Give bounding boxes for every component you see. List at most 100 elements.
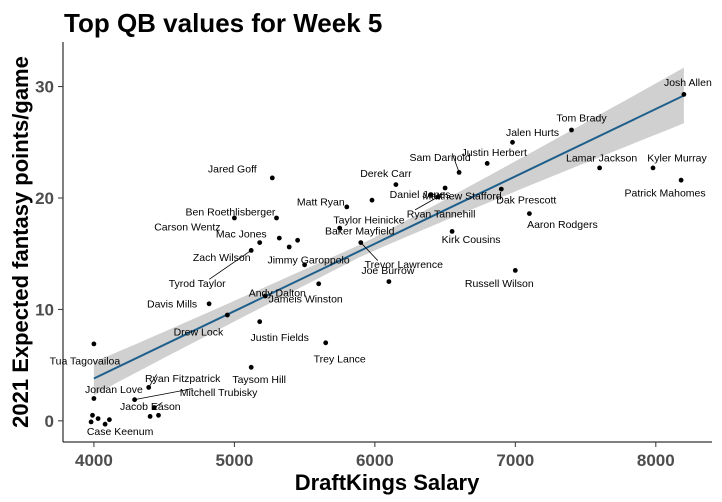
point-label: Justin Herbert	[462, 147, 527, 159]
point-label: Mac Jones	[216, 229, 267, 241]
point-label: Matt Ryan	[297, 196, 345, 208]
data-point	[147, 414, 153, 419]
data-point	[91, 341, 97, 347]
point-label: Mitchell Trubisky	[180, 387, 258, 399]
data-point	[650, 165, 656, 171]
point-label: Trevor Lawrence	[365, 259, 444, 271]
y-tick-label: 30	[35, 78, 54, 97]
data-point	[393, 182, 399, 188]
data-point	[274, 215, 279, 221]
point-label: Ryan Tannehill	[407, 208, 476, 220]
data-point	[262, 293, 268, 299]
point-label: Joe Burrow	[361, 265, 415, 277]
point-label: Jalen Hurts	[506, 127, 559, 139]
x-axis-ticks: 4000 5000 6000 7000 8000	[75, 442, 675, 470]
label-leader-line	[360, 242, 379, 261]
point-label: Tyrod Taylor	[169, 278, 226, 290]
data-point	[386, 279, 392, 284]
point-label: Taylor Heinicke	[333, 215, 404, 227]
x-axis-title: DraftKings Salary	[295, 470, 480, 495]
point-label: Derek Carr	[360, 168, 412, 180]
labels-layer: Josh Allen Tom Brady Kyler Murray Patrick M…	[50, 77, 712, 438]
point-label: Jacob Eason	[120, 401, 181, 413]
point-label: Kyler Murray	[647, 152, 707, 164]
x-tick-label: 8000	[637, 451, 675, 470]
point-label: Jimmy Garoppolo	[267, 254, 349, 266]
point-label: Jared Goff	[208, 163, 257, 175]
label-leader-line	[148, 374, 158, 388]
data-point	[510, 139, 515, 145]
data-point	[344, 204, 350, 210]
data-point	[88, 419, 94, 425]
data-point	[449, 229, 455, 234]
data-point	[337, 225, 343, 231]
point-label: Zach Wilson	[193, 252, 251, 264]
data-point	[295, 237, 300, 243]
point-label: Josh Allen	[664, 77, 712, 89]
data-point	[456, 170, 462, 175]
data-point	[91, 396, 97, 401]
points-layer	[88, 92, 687, 427]
data-point	[369, 197, 375, 203]
point-label: Case Keenum	[87, 426, 154, 438]
point-label: Carson Wentz	[154, 222, 220, 234]
data-point	[107, 417, 112, 423]
label-leader-line	[134, 388, 193, 401]
data-point	[257, 240, 263, 246]
point-label: Tom Brady	[556, 113, 607, 125]
point-label: Dak Prescott	[496, 195, 556, 207]
y-tick-label: 0	[45, 412, 54, 431]
point-label: Trey Lance	[314, 353, 366, 365]
data-point	[442, 185, 448, 191]
data-point	[484, 161, 490, 166]
data-point	[269, 175, 275, 181]
y-tick-label: 10	[35, 300, 54, 319]
point-label: Ryan Fitzpatrick	[145, 373, 221, 385]
data-point	[90, 412, 95, 418]
label-leader-line	[154, 402, 163, 408]
data-point	[498, 186, 504, 192]
point-label: Russell Wilson	[465, 278, 534, 290]
confidence-band	[93, 67, 684, 396]
label-leader-line	[414, 196, 439, 211]
data-point	[302, 262, 307, 268]
data-point	[512, 268, 518, 273]
x-tick-label: 6000	[356, 451, 394, 470]
data-point	[316, 281, 322, 287]
y-tick-label: 20	[35, 189, 54, 208]
data-point	[527, 211, 532, 217]
point-label: Sam Darnold	[409, 152, 470, 164]
data-point	[569, 127, 574, 133]
data-point	[225, 312, 230, 318]
point-label: Andy Dalton	[249, 288, 306, 300]
point-label: Kirk Cousins	[442, 234, 501, 246]
y-axis-title: 2021 Expected fantasy points/game	[8, 56, 33, 428]
point-label: Lamar Jackson	[566, 152, 637, 164]
data-point	[156, 412, 161, 418]
point-label: Jameis Winston	[269, 293, 343, 305]
data-point	[248, 364, 254, 370]
point-label: Ben Roethlisberger	[186, 207, 276, 219]
data-point	[257, 319, 263, 325]
point-label: Baker Mayfield	[325, 226, 395, 238]
label-leader-line	[451, 153, 460, 173]
x-tick-label: 4000	[75, 451, 113, 470]
trend-line	[93, 94, 685, 380]
point-label: Davis Mills	[147, 298, 197, 310]
point-label: Tua Tagovailoa	[50, 355, 121, 367]
x-tick-label: 7000	[496, 451, 534, 470]
chart-title: Top QB values for Week 5	[64, 8, 382, 38]
y-axis-ticks: 0 10 20 30	[35, 78, 63, 431]
data-point	[597, 165, 602, 171]
data-point	[678, 177, 684, 183]
data-point	[206, 301, 212, 307]
point-label: Jordan Love	[85, 384, 143, 396]
x-tick-label: 5000	[215, 451, 253, 470]
data-point	[102, 421, 108, 427]
point-label: Justin Fields	[251, 332, 309, 344]
data-point	[276, 235, 282, 241]
point-label: Aaron Rodgers	[527, 219, 598, 231]
data-point	[95, 416, 101, 421]
data-point	[428, 192, 434, 198]
point-label: Patrick Mahomes	[625, 188, 706, 200]
